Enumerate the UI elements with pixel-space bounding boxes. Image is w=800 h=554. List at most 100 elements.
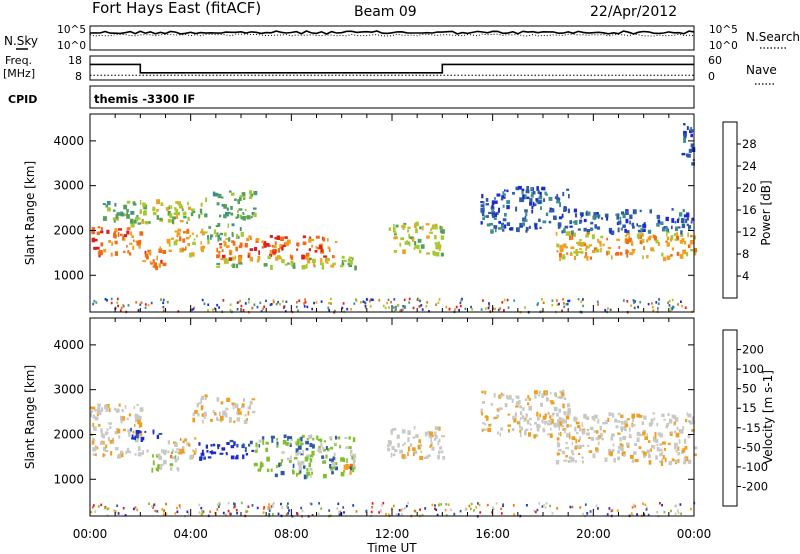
heatmap-cell <box>111 241 113 247</box>
heatmap-cell <box>314 250 318 253</box>
heatmap-cell <box>402 225 405 230</box>
heatmap-cell <box>394 236 398 240</box>
heatmap-cell <box>190 252 195 257</box>
heatmap-cell <box>624 239 627 244</box>
heatmap-cell <box>129 450 132 454</box>
heatmap-cell <box>600 247 602 253</box>
x-tick-label: 12:00 <box>375 527 410 541</box>
heatmap-cell <box>244 209 247 212</box>
heatmap-cell <box>658 448 663 452</box>
heatmap-cell <box>198 511 201 514</box>
heatmap-cell <box>176 506 178 510</box>
heatmap-cell <box>326 257 330 262</box>
heatmap-cell <box>646 449 650 454</box>
heatmap-cell <box>601 217 604 220</box>
heatmap-cell <box>201 512 204 515</box>
heatmap-cell <box>131 434 134 440</box>
heatmap-cell <box>96 231 100 235</box>
heatmap-cell <box>133 239 135 242</box>
heatmap-cell <box>582 304 584 308</box>
heatmap-cell <box>308 435 312 440</box>
heatmap-cell <box>225 407 229 411</box>
heatmap-cell <box>163 509 165 513</box>
heatmap-cell <box>629 454 634 459</box>
heatmap-cell <box>402 308 404 311</box>
heatmap-cell <box>438 450 441 455</box>
heatmap-cell <box>222 299 225 302</box>
heatmap-cell <box>280 462 282 467</box>
heatmap-cell <box>496 193 501 197</box>
heatmap-cell <box>504 224 507 229</box>
colorbar-tick-label: 20 <box>742 181 757 195</box>
heatmap-cell <box>555 231 558 236</box>
heatmap-cell <box>221 447 226 451</box>
heatmap-cell <box>243 197 245 200</box>
heatmap-cell <box>266 456 270 462</box>
heatmap-cell <box>120 417 124 420</box>
noise-right-tick-top: 10^5 <box>709 24 738 36</box>
heatmap-cell <box>277 512 280 516</box>
heatmap-cell <box>434 435 438 440</box>
heatmap-cell <box>328 301 330 305</box>
heatmap-cell <box>604 457 608 462</box>
heatmap-cell <box>200 202 203 207</box>
heatmap-cell <box>665 240 668 243</box>
heatmap-cell <box>348 264 353 268</box>
heatmap-cell <box>193 238 196 241</box>
heatmap-cell <box>497 431 499 435</box>
heatmap-cell <box>486 503 489 507</box>
heatmap-cell <box>127 304 130 307</box>
heatmap-cell <box>590 229 593 232</box>
heatmap-cell <box>490 206 495 210</box>
heatmap-cell <box>400 308 403 312</box>
heatmap-cell <box>506 200 510 204</box>
freq-unit-label: [MHz] <box>3 67 35 80</box>
heatmap-cell <box>561 309 563 312</box>
heatmap-cell <box>233 441 236 446</box>
heatmap-cell <box>620 414 624 418</box>
heatmap-cell <box>112 217 117 221</box>
heatmap-cell <box>589 256 592 260</box>
heatmap-cell <box>139 231 144 236</box>
heatmap-cell <box>567 208 570 214</box>
heatmap-cell <box>144 221 149 225</box>
heatmap-cell <box>253 303 256 306</box>
heatmap-cell <box>401 429 406 434</box>
heatmap-cell <box>597 507 599 510</box>
heatmap-cell <box>182 238 186 243</box>
heatmap-cell <box>630 304 633 307</box>
heatmap-cell <box>482 217 485 221</box>
heatmap-cell <box>165 502 167 506</box>
heatmap-cell <box>364 305 367 308</box>
heatmap-cell <box>409 236 414 239</box>
heatmap-cell <box>556 250 559 253</box>
heatmap-cell <box>372 298 374 302</box>
heatmap-cell <box>674 421 676 425</box>
heatmap-cell <box>414 245 419 249</box>
heatmap-cell <box>198 442 201 446</box>
heatmap-cell <box>341 259 344 263</box>
heatmap-cell <box>608 507 611 510</box>
heatmap-cell <box>117 408 120 413</box>
heatmap-cell <box>150 262 154 265</box>
heatmap-cell <box>497 211 499 215</box>
heatmap-cell <box>545 502 548 505</box>
heatmap-cell <box>624 423 629 428</box>
heatmap-cell <box>388 513 390 517</box>
x-tick-label: 00:00 <box>677 527 712 541</box>
heatmap-cell <box>162 309 165 312</box>
heatmap-cell <box>684 306 687 309</box>
heatmap-cell <box>100 242 104 247</box>
heatmap-cell <box>211 450 214 455</box>
heatmap-cell <box>588 244 593 247</box>
heatmap-cell <box>243 420 248 424</box>
heatmap-cell <box>429 445 431 448</box>
heatmap-cell <box>642 431 646 436</box>
heatmap-cell <box>655 239 659 244</box>
heatmap-cell <box>216 303 219 307</box>
power-colorbar-label: Power [dB] <box>759 180 773 245</box>
heatmap-cell <box>400 508 403 512</box>
heatmap-cell <box>404 507 406 510</box>
heatmap-cell <box>419 508 421 511</box>
heatmap-cell <box>202 245 206 248</box>
